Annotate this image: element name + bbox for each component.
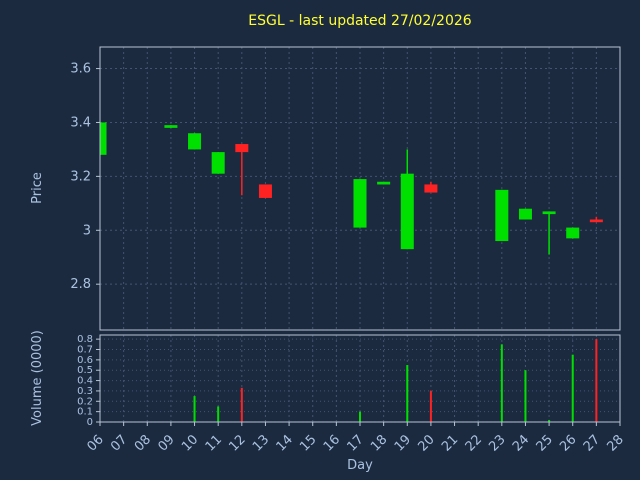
x-tick-label: 11 [203,432,225,454]
candlestick-day-19 [400,173,414,250]
candlestick-day-26 [566,227,580,239]
x-tick-label: 28 [605,432,627,454]
volume-bar-day-25 [548,419,551,422]
x-tick-label: 09 [155,432,177,454]
volume-tick-label: 0.8 [77,334,93,345]
candlestick-day-12 [235,144,249,153]
volume-bar-day-11 [217,406,220,422]
x-tick-label: 12 [226,432,248,454]
x-tick-label: 25 [534,432,556,454]
volume-bar-day-10 [193,396,196,422]
price-tick-label: 3 [83,223,91,238]
candlestick-day-11 [211,152,225,174]
volume-tick-label: 0.6 [77,355,93,366]
x-tick-label: 07 [108,432,130,454]
x-tick-label: 08 [132,432,154,454]
x-tick-label: 27 [581,432,603,454]
x-tick-label: 10 [179,432,201,454]
candlestick-day-18 [377,181,391,185]
volume-bar-day-17 [359,411,361,422]
volume-bar-day-26 [571,354,574,422]
price-tick-label: 3.2 [70,169,91,184]
candlestick-day-6 [100,122,107,155]
x-axis-label: Day [347,458,373,473]
x-tick-label: 21 [439,432,461,454]
volume-tick-label: 0.7 [77,345,93,356]
x-tick-label: 19 [392,432,414,454]
volume-bar-day-23 [500,344,503,422]
volume-bar-day-27 [595,339,598,422]
volume-panel-frame [99,334,621,423]
volume-tick-label: 0.1 [77,407,93,418]
x-tick-label: 14 [274,432,296,454]
price-panel-frame [99,46,621,331]
candlestick-day-9 [164,125,178,128]
volume-tick-label: 0.4 [77,376,93,387]
x-tick-label: 16 [321,432,343,454]
candlestick-day-10 [188,133,202,150]
x-tick-label: 22 [463,432,485,454]
volume-bar-day-20 [429,390,432,422]
candlestick-day-13 [258,184,272,198]
x-tick-label: 06 [85,432,107,454]
x-tick-label: 24 [510,432,532,454]
price-tick-label: 2.8 [70,277,91,292]
candlestick-day-24 [518,208,532,220]
candlestick-day-23 [495,189,509,242]
candlestick-day-27 [589,219,603,223]
volume-tick-label: 0.2 [77,396,93,407]
volume-tick-label: 0 [87,417,93,428]
price-tick-label: 3.6 [70,62,91,77]
volume-bar-day-19 [406,365,409,422]
candles-group [100,122,603,255]
x-tick-label: 26 [557,432,579,454]
volume-tick-label: 0.3 [77,386,93,397]
volume-tick-label: 0.5 [77,365,93,376]
volume-bar-day-24 [524,370,527,422]
candlestick-day-25 [542,211,556,215]
x-tick-label: 18 [368,432,390,454]
x-tick-label: 20 [415,432,437,454]
volume-bar-day-12 [240,387,243,422]
candlestick-day-17 [353,179,367,228]
x-tick-label: 17 [345,432,367,454]
x-tick-label: 13 [250,432,272,454]
candlestick-day-20 [424,184,438,193]
x-tick-label: 15 [297,432,319,454]
price-tick-label: 3.4 [70,115,91,130]
chart-title: ESGL - last updated 27/02/2026 [248,13,472,29]
x-tick-label: 23 [486,432,508,454]
